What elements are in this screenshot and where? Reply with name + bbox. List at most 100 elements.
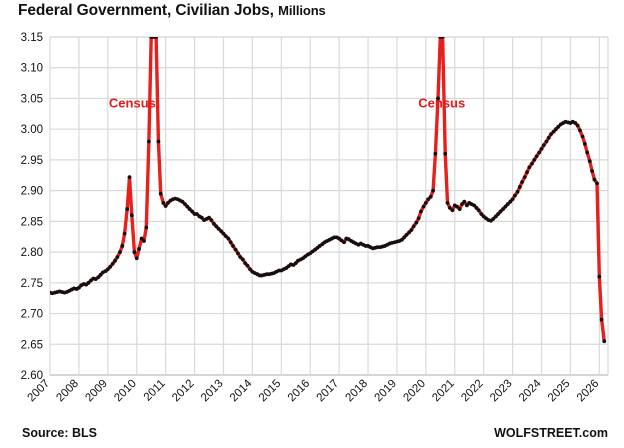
x-axis-tick-label: 2010 <box>112 378 139 405</box>
y-axis-tick-label: 3.00 <box>21 124 43 136</box>
data-point-marker <box>142 239 146 243</box>
data-point-marker <box>404 232 409 237</box>
data-point-marker <box>187 207 192 211</box>
data-point-marker <box>115 255 120 259</box>
data-point-marker <box>587 159 592 164</box>
data-point-marker <box>161 201 166 205</box>
x-axis-tick-label: 2018 <box>344 378 371 405</box>
data-point-marker <box>544 139 549 144</box>
data-point-marker <box>199 215 204 220</box>
data-point-marker <box>527 165 532 170</box>
data-point-marker <box>207 215 211 220</box>
data-point-marker <box>479 212 484 216</box>
y-axis-tick-label: 2.85 <box>21 216 43 228</box>
x-axis-tick-label: 2026 <box>575 378 602 405</box>
data-point-marker <box>375 245 380 250</box>
data-point-marker <box>423 201 428 205</box>
data-point-marker <box>493 214 498 219</box>
data-point-marker <box>597 274 602 279</box>
data-point-marker <box>537 150 542 155</box>
data-point-marker <box>421 204 426 209</box>
data-point-marker <box>132 250 137 254</box>
data-point-marker <box>578 128 582 133</box>
data-point-marker <box>223 234 228 239</box>
data-point-marker <box>96 275 101 280</box>
y-axis-tick-label: 2.70 <box>21 309 43 321</box>
data-point-marker <box>219 229 224 234</box>
data-point-marker <box>98 272 103 277</box>
data-point-marker <box>77 285 81 290</box>
data-point-marker <box>440 37 445 39</box>
data-point-marker <box>580 134 585 139</box>
x-axis-tick-label: 2014 <box>228 377 255 404</box>
data-point-marker <box>146 139 151 144</box>
data-point-marker <box>120 244 125 248</box>
data-point-marker <box>238 255 243 259</box>
data-point-marker <box>462 199 467 204</box>
watermark-label: WOLFSTREET.com <box>494 426 608 440</box>
data-point-marker <box>122 231 127 236</box>
data-point-marker <box>243 261 248 266</box>
data-point-marker <box>549 132 553 137</box>
data-point-marker <box>245 263 250 268</box>
data-point-marker <box>226 236 231 241</box>
data-point-marker <box>457 207 462 211</box>
x-axis-tick-label: 2008 <box>54 378 81 405</box>
data-point-marker <box>426 197 431 202</box>
data-point-marker <box>599 317 604 322</box>
data-point-marker <box>137 247 141 251</box>
data-point-marker <box>573 121 578 125</box>
data-point-marker <box>428 194 433 199</box>
data-point-marker <box>585 150 590 155</box>
data-point-marker <box>108 264 113 269</box>
census-annotation-label: Census <box>418 96 465 111</box>
data-point-marker <box>498 209 503 214</box>
data-point-marker <box>520 180 525 184</box>
data-point-marker <box>602 339 607 344</box>
chart-title-units: Millions <box>278 3 326 18</box>
data-point-marker <box>501 207 505 211</box>
data-point-marker <box>158 191 163 196</box>
x-axis-tick-label: 2015 <box>257 378 284 405</box>
data-point-marker <box>595 181 599 186</box>
data-point-marker <box>496 212 501 216</box>
data-point-marker <box>332 235 337 240</box>
data-point-marker <box>546 135 551 140</box>
data-point-marker <box>416 216 421 221</box>
data-point-marker <box>105 267 110 272</box>
data-point-marker <box>134 256 139 261</box>
data-point-marker <box>436 96 440 101</box>
data-point-marker <box>522 175 527 180</box>
data-point-marker <box>554 127 558 132</box>
grid-lines <box>49 36 609 376</box>
data-point-marker <box>460 202 464 207</box>
x-axis-tick-label: 2017 <box>315 378 342 405</box>
x-axis-tick-label: 2020 <box>401 378 428 405</box>
data-point-marker <box>445 201 450 205</box>
data-point-marker <box>539 146 544 151</box>
data-point-marker <box>233 247 238 252</box>
data-point-marker <box>411 224 416 229</box>
data-point-marker <box>532 158 537 162</box>
data-point-marker <box>450 208 455 213</box>
chart-title-main: Federal Government, Civilian Jobs, <box>18 2 274 19</box>
y-axis-tick-label: 2.95 <box>21 155 43 167</box>
data-point-marker <box>491 217 496 221</box>
data-point-marker <box>228 240 233 245</box>
data-point-marker <box>556 124 561 129</box>
y-axis-tick-label: 2.60 <box>21 370 43 382</box>
data-point-marker <box>139 236 144 241</box>
data-markers <box>50 37 607 344</box>
data-point-marker <box>419 209 423 214</box>
data-point-marker <box>431 188 435 193</box>
data-point-marker <box>592 177 597 182</box>
data-point-marker <box>190 209 195 214</box>
data-point-marker <box>86 280 91 285</box>
census-annotation-label: Census <box>109 96 156 111</box>
data-point-marker <box>515 189 520 194</box>
data-point-marker <box>214 224 219 229</box>
data-point-marker <box>447 205 452 210</box>
x-axis-tick-label: 2019 <box>372 378 399 405</box>
